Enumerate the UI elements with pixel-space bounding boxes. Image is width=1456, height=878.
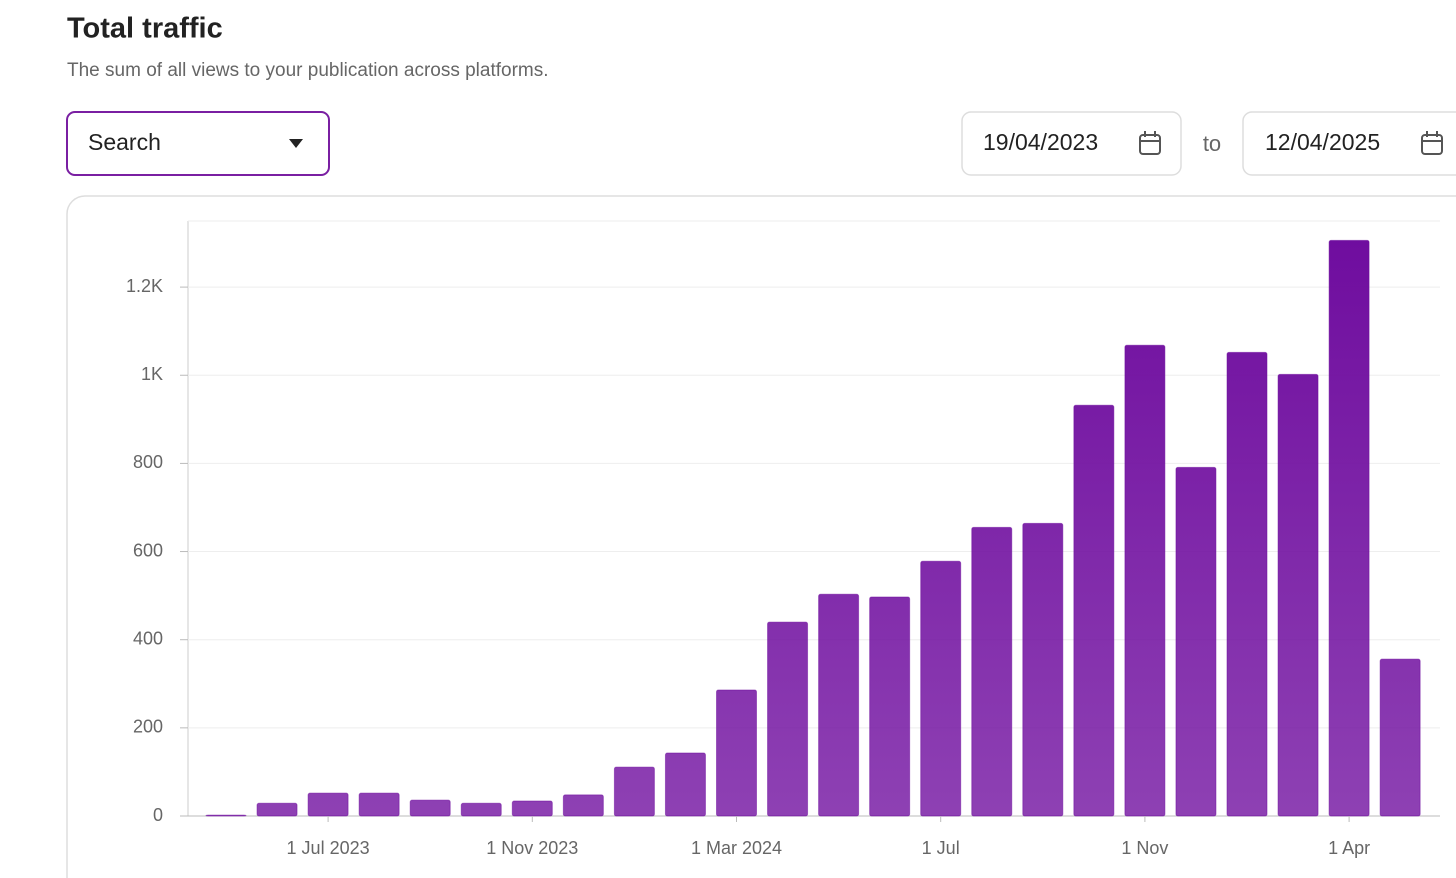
bar bbox=[1328, 239, 1370, 817]
x-tick-label: 1 Nov bbox=[1121, 838, 1168, 858]
bar bbox=[460, 802, 502, 817]
x-tick-label: 1 Mar 2024 bbox=[691, 838, 782, 858]
calendar-icon bbox=[1421, 131, 1443, 155]
y-tick-label: 0 bbox=[153, 805, 163, 825]
calendar-icon bbox=[1139, 131, 1161, 155]
bar bbox=[256, 802, 298, 817]
dropdown[interactable] bbox=[66, 111, 330, 176]
bar bbox=[1124, 344, 1166, 817]
y-tick-label: 200 bbox=[133, 717, 163, 737]
date-to: 12/04/2025 bbox=[1265, 129, 1380, 155]
bar bbox=[1175, 466, 1217, 817]
x-tick-label: 1 Jul bbox=[922, 838, 960, 858]
bar bbox=[767, 621, 809, 817]
bar bbox=[869, 596, 911, 817]
bar bbox=[971, 526, 1013, 817]
x-tick-label: 1 Jul 2023 bbox=[287, 838, 370, 858]
bar bbox=[307, 792, 349, 817]
bar bbox=[1277, 373, 1319, 817]
bar bbox=[613, 766, 655, 817]
y-tick-label: 600 bbox=[133, 540, 163, 560]
x-tick-label: 1 Apr bbox=[1328, 838, 1370, 858]
y-tick-label: 800 bbox=[133, 452, 163, 472]
date-separator: to bbox=[1203, 131, 1221, 156]
bar bbox=[358, 792, 400, 817]
bar bbox=[1073, 404, 1115, 817]
date-from-input[interactable] bbox=[961, 111, 1182, 176]
dropdown-label: Search bbox=[88, 129, 161, 155]
bar bbox=[409, 799, 451, 817]
y-tick-label: 1K bbox=[141, 364, 163, 384]
bar bbox=[920, 560, 962, 817]
bar bbox=[1022, 522, 1064, 817]
bar bbox=[1379, 658, 1421, 817]
y-tick-label: 1.2K bbox=[126, 276, 163, 296]
bar bbox=[205, 814, 247, 817]
page-title: Total traffic bbox=[67, 13, 223, 45]
bar bbox=[562, 794, 604, 817]
date-to-input[interactable] bbox=[1242, 111, 1456, 176]
bar bbox=[664, 752, 706, 817]
y-tick-label: 400 bbox=[133, 628, 163, 648]
bar bbox=[818, 593, 860, 817]
dropdown-arrow bbox=[289, 139, 303, 148]
x-tick-label: 1 Nov 2023 bbox=[486, 838, 578, 858]
bar bbox=[1226, 351, 1268, 817]
bar bbox=[716, 689, 757, 817]
date-from: 19/04/2023 bbox=[983, 129, 1098, 155]
bar bbox=[511, 800, 553, 817]
page-subtitle: The sum of all views to your publication… bbox=[67, 60, 549, 81]
